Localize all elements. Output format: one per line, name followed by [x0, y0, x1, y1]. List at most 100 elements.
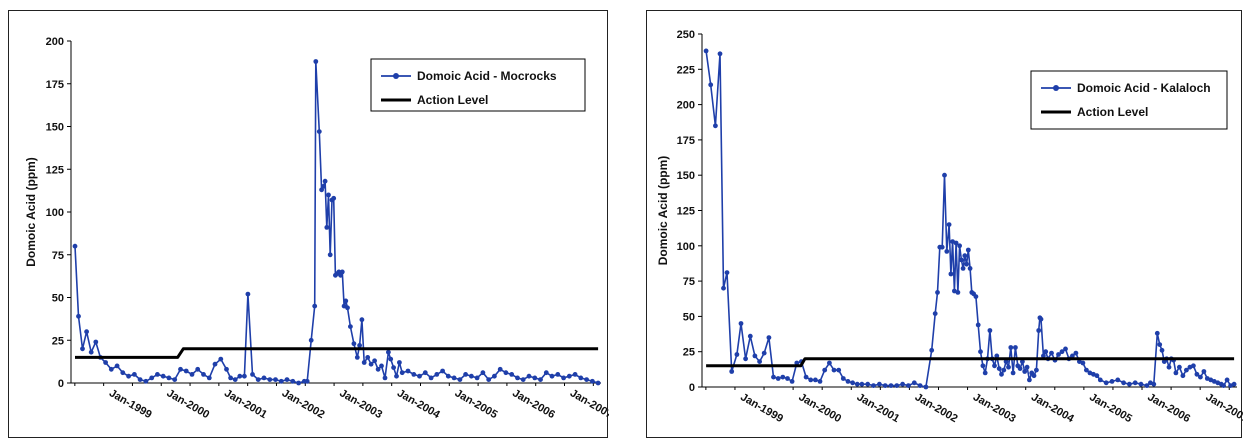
- y-tick-label: 0: [58, 378, 64, 390]
- data-point: [859, 381, 865, 387]
- data-point: [434, 372, 440, 377]
- data-point: [509, 372, 515, 377]
- data-point: [242, 373, 247, 379]
- data-point: [80, 346, 85, 352]
- data-point: [980, 363, 986, 369]
- data-point: [88, 349, 94, 355]
- data-point: [1121, 380, 1126, 386]
- data-point: [757, 359, 762, 364]
- data-point: [1003, 359, 1009, 364]
- data-point: [1221, 383, 1226, 388]
- data-point: [803, 374, 809, 380]
- y-tick-label: 125: [677, 206, 695, 218]
- data-point: [738, 321, 744, 326]
- data-point: [543, 370, 549, 376]
- data-point: [713, 123, 718, 129]
- data-point: [520, 377, 526, 382]
- data-point: [1073, 350, 1079, 356]
- data-point: [906, 383, 911, 388]
- data-point: [1070, 353, 1075, 359]
- data-point: [982, 370, 988, 376]
- data-point: [561, 375, 566, 381]
- data-point: [417, 373, 422, 379]
- data-point: [345, 305, 350, 311]
- data-point: [1059, 349, 1065, 355]
- data-point: [794, 360, 800, 366]
- x-tick-label: Jan-2000: [165, 387, 212, 421]
- data-point: [894, 383, 900, 388]
- data-point: [850, 380, 855, 386]
- data-point: [1159, 347, 1165, 353]
- chart-mocrocks: 0 25 50 75 100 125 150 175 200 Jan-1999 Jan-2000 Ja…: [24, 36, 609, 422]
- x-tick-label: Jan-2002: [913, 391, 960, 425]
- data-point: [411, 372, 417, 377]
- data-point: [440, 368, 445, 374]
- data-point: [1115, 377, 1121, 383]
- data-point: [160, 373, 166, 379]
- data-point: [261, 375, 267, 381]
- data-point: [1173, 370, 1179, 376]
- y-tick-label: 200: [46, 36, 64, 48]
- y-tick-label: 100: [46, 207, 64, 219]
- data-point: [388, 356, 394, 362]
- data-point: [320, 184, 326, 189]
- data-point: [1109, 379, 1115, 384]
- data-point: [965, 247, 971, 253]
- data-point: [304, 378, 310, 384]
- data-point: [955, 290, 961, 295]
- data-point: [250, 372, 255, 377]
- data-point: [877, 381, 882, 387]
- data-point: [929, 347, 935, 353]
- data-point: [1224, 377, 1230, 383]
- y-axis-label: Domoic Acid (ppm): [24, 157, 38, 267]
- data-point: [942, 172, 947, 178]
- data-point: [189, 372, 195, 377]
- data-point: [469, 373, 474, 379]
- chart-kalaloch: 0 25 50 75 100 125 150 175 200 225 250 Jan-1999 Jan-…: [656, 29, 1243, 426]
- data-point: [137, 377, 143, 382]
- data-point: [397, 360, 402, 365]
- data-point: [831, 367, 837, 373]
- data-point: [1166, 364, 1172, 370]
- action-level-line: [706, 357, 1235, 368]
- data-point: [474, 375, 480, 381]
- data-point: [590, 378, 595, 384]
- data-point: [348, 324, 353, 329]
- data-point: [1194, 371, 1200, 377]
- data-point: [703, 48, 709, 54]
- legend-entry: Domoic Acid - Mocrocks: [417, 69, 557, 83]
- data-point: [827, 360, 832, 366]
- y-tick-label: 225: [677, 64, 695, 76]
- data-point: [572, 372, 578, 377]
- y-tick-label: 50: [683, 311, 695, 323]
- data-point: [331, 195, 337, 201]
- data-point: [405, 368, 411, 374]
- y-tick-label: 25: [683, 347, 695, 359]
- data-point: [195, 366, 201, 372]
- data-point: [339, 269, 345, 275]
- data-point: [267, 377, 273, 382]
- data-point: [1063, 346, 1068, 352]
- data-point: [308, 337, 314, 343]
- data-point: [515, 375, 520, 381]
- data-point: [296, 380, 301, 386]
- data-point: [84, 329, 89, 335]
- data-point: [789, 379, 795, 384]
- data-point: [987, 328, 993, 333]
- data-point: [549, 373, 555, 379]
- data-point: [365, 355, 371, 360]
- data-point: [351, 341, 357, 347]
- y-tick-label: 50: [52, 293, 64, 305]
- data-point: [503, 370, 509, 376]
- data-point: [854, 381, 860, 387]
- data-point: [379, 363, 384, 369]
- data-point: [953, 240, 959, 246]
- data-point: [457, 377, 463, 382]
- data-point: [486, 377, 492, 382]
- data-point: [917, 383, 923, 388]
- data-point: [313, 59, 319, 64]
- data-point: [584, 377, 589, 382]
- data-point: [445, 373, 451, 379]
- data-point: [939, 244, 945, 250]
- data-point: [865, 381, 871, 387]
